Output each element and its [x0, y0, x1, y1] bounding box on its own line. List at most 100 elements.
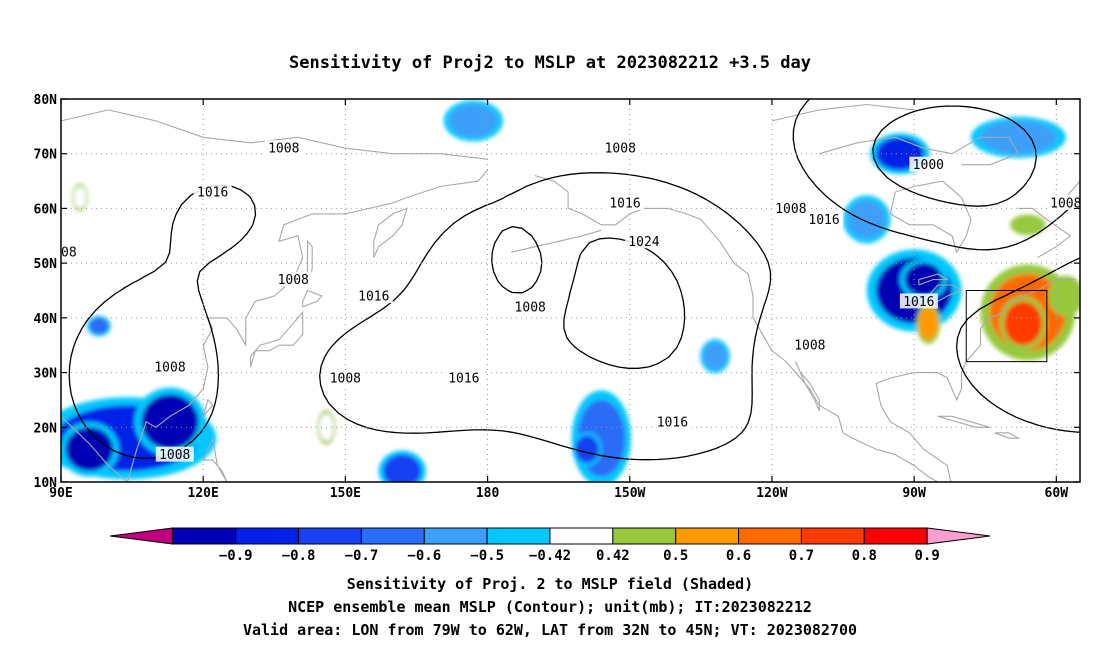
contour-label-bg [790, 337, 829, 353]
contour-label-text: 1008 [515, 300, 546, 315]
coastline [61, 169, 489, 482]
colorbar-tick-label: −0.9 [219, 548, 253, 564]
coastline [994, 432, 1021, 439]
contour-label-text: 1008 [605, 142, 636, 157]
contour-label-bg [653, 413, 692, 429]
coastline [937, 415, 991, 428]
colorbar-tick-label: −0.6 [407, 548, 441, 564]
contour-label-bg [1089, 304, 1100, 319]
contour-label-text: 1008 [154, 361, 185, 376]
contour-label-text: 1008 [278, 273, 309, 288]
contour-label-text: 1016 [903, 295, 934, 310]
sensitivity-shading [61, 100, 1080, 482]
lat-tick-label: 10N [34, 476, 58, 491]
coastline [819, 136, 1020, 166]
contour-label-text: 1016 [358, 289, 389, 304]
colorbar-arrow-left [109, 527, 174, 545]
colorbar-box [423, 527, 488, 545]
contour-label-bg [606, 194, 645, 210]
contour-label: 1016 [354, 287, 393, 304]
contour-label-bg [909, 156, 948, 172]
contour-label-text: 1024 [628, 235, 659, 250]
sensitivity-blob [65, 427, 114, 472]
colorbar: −0.9 −0.8 −0.7 −0.6 −0.5 −0.42 0.42 0.5 0.6 0.7 0.… [109, 527, 991, 564]
lon-tick-label: 120W [756, 486, 787, 501]
sensitivity-blob [1004, 301, 1043, 346]
colorbar-box [298, 527, 362, 545]
lon-tick-label: 60W [1045, 486, 1069, 501]
mslp-contour-1024 [563, 237, 686, 369]
lat-tick-label: 60N [34, 202, 58, 217]
coastline [306, 239, 313, 286]
contour-label: 1008 [326, 370, 365, 387]
coastline [151, 498, 198, 525]
coastline [202, 436, 228, 482]
lon-tick-label: 90W [902, 486, 926, 501]
contour-label: 1008 [264, 140, 303, 157]
contour-label-text: 1016 [197, 186, 228, 201]
contour-label-text: 1008 [268, 142, 299, 157]
longitude-axis: 90E 120E 150E 180 150W 120W 90W 60W [49, 99, 1068, 501]
sensitivity-blob [1013, 216, 1043, 234]
sensitivity-blob [141, 394, 199, 450]
coastline [719, 240, 939, 482]
lat-tick-label: 40N [34, 312, 58, 327]
sensitivity-blob [1051, 279, 1080, 313]
coastline [302, 289, 323, 308]
contour-label-text: 1008 [794, 339, 825, 354]
contour-label-bg [155, 446, 194, 462]
contour-label-bg [61, 244, 80, 260]
mslp-contour-1000 [872, 105, 1037, 207]
contour-label-bg [193, 184, 232, 200]
valid-area-box [965, 290, 1048, 363]
colorbar-tick-label: 0.6 [726, 548, 751, 564]
contour-label: 1008 [1046, 194, 1081, 211]
contour-label-bg [274, 271, 313, 287]
lon-tick-label: 150E [330, 486, 361, 501]
contour-label-bg [1046, 194, 1080, 210]
lat-tick-label: 20N [34, 421, 58, 436]
mslp-contour-1016 [319, 172, 1080, 461]
colorbar-box [549, 527, 614, 545]
contour-label: 1016 [444, 370, 483, 387]
contour-label-bg [771, 200, 810, 216]
contour-label: 1008 [511, 298, 550, 315]
colorbar-tick-label: −0.8 [282, 548, 316, 564]
contour-label-bg [899, 293, 938, 309]
lon-tick-label: 120E [188, 486, 219, 501]
sensitivity-blob [73, 186, 87, 209]
contour-labels: 1008 1016 1008 1008 1016 1008 1008 1008 1016 1008… [61, 140, 1100, 463]
lat-tick-label: 30N [34, 367, 58, 382]
contour-label: 1008 [155, 446, 194, 463]
contour-label: 1008 [151, 359, 190, 376]
sensitivity-blob [449, 104, 498, 138]
contour-label-bg [624, 233, 663, 249]
colorbar-box [738, 527, 802, 545]
colorbar-box [486, 527, 551, 545]
coastline [202, 398, 214, 417]
colorbar-tick-label: 0.5 [663, 548, 688, 564]
contour-label-bg [151, 359, 190, 375]
caption-line-1: Sensitivity of Proj. 2 to MSLP field (Sh… [347, 575, 753, 593]
colorbar-box [235, 527, 300, 545]
sensitivity-blob [383, 454, 422, 482]
sensitivity-blob [89, 317, 109, 335]
contour-label: 1008 [790, 337, 829, 354]
contour-label-text: 1008 [1050, 196, 1081, 211]
lon-tick-label: 180 [476, 486, 500, 501]
contour-label: 1016 [193, 184, 232, 201]
contour-label-bg [601, 140, 640, 156]
latitude-axis: 10N 20N 30N 40N 50N 60N 70N 80N [34, 93, 1080, 491]
coastline [875, 279, 1076, 482]
contour-label-bg [354, 287, 393, 303]
contour-label-text: 1008 [330, 372, 361, 387]
coastline [534, 175, 721, 242]
contour-label: 1016 [899, 293, 938, 310]
contour-label-text: 1008 [775, 202, 806, 217]
contour-label: 1016 [653, 413, 692, 430]
coastline [511, 229, 602, 253]
coastline [889, 180, 972, 254]
lat-tick-label: 70N [34, 148, 58, 163]
contour-label-text: 1016 [609, 196, 640, 211]
